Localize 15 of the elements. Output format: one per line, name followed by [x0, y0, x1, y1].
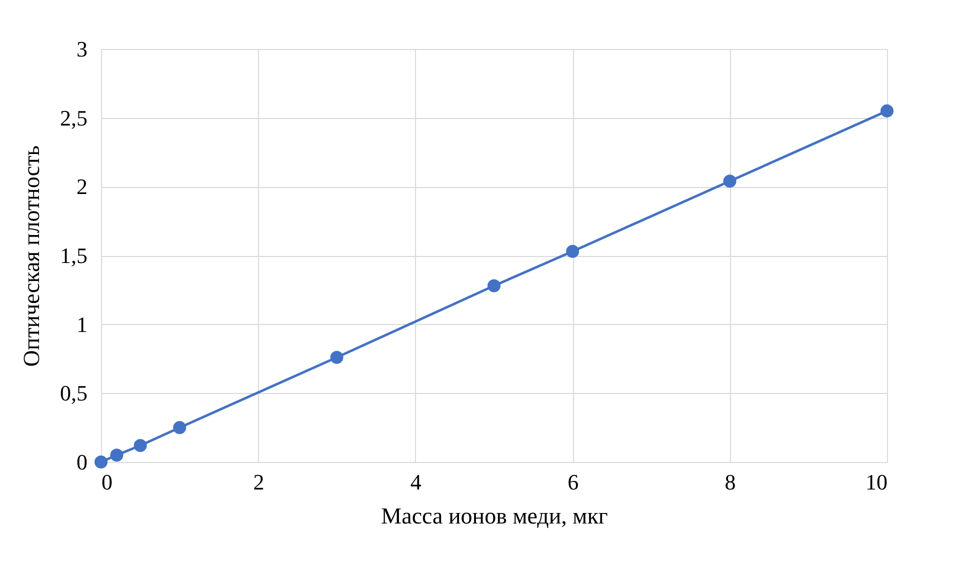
y-tick-label: 1	[76, 312, 88, 337]
x-tick-label: 8	[724, 470, 736, 494]
x-tick-label: 4	[410, 470, 422, 494]
x-tick-label: 0	[102, 470, 112, 494]
y-tick-label: 0	[76, 450, 88, 474]
y-axis-title: Оптическая плотность	[19, 145, 44, 367]
y-tick-label: 1,5	[60, 243, 88, 268]
x-axis-title: Масса ионов меди, мкг	[381, 504, 608, 528]
y-tick-label: 0,5	[60, 380, 88, 406]
y-tick-label: 2	[76, 174, 88, 200]
y-tick-label: 3	[76, 36, 88, 62]
x-tick-label: 2	[253, 470, 264, 494]
x-tick-label: 6	[568, 470, 579, 494]
y-tick-label: 2,5	[60, 105, 88, 130]
x-tick-label: 10	[866, 470, 888, 494]
